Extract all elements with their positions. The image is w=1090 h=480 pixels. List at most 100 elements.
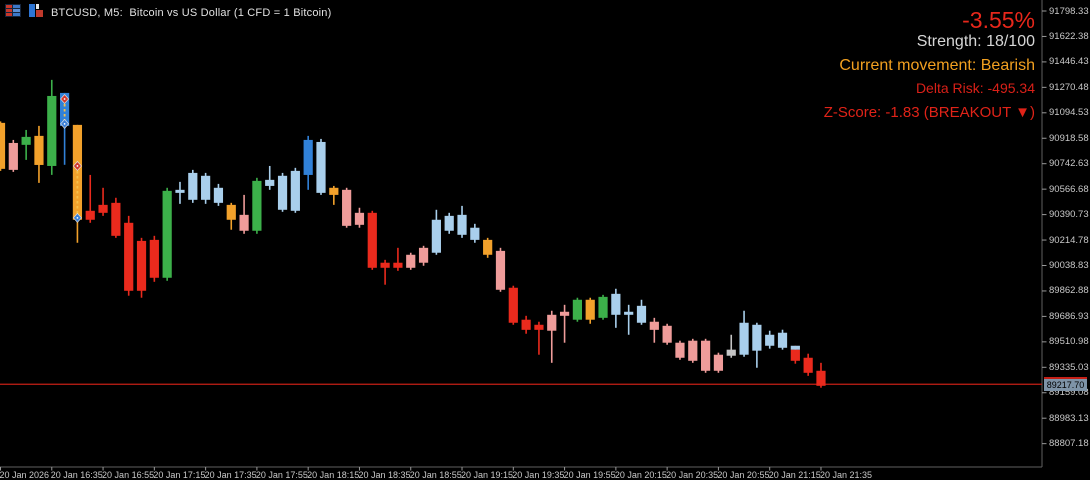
- market-watch-icon[interactable]: [5, 4, 21, 22]
- diamond-marker-dot: [63, 98, 66, 100]
- candle: [342, 189, 352, 226]
- candle: [598, 296, 608, 318]
- candle: [765, 334, 775, 346]
- candle: [34, 135, 44, 165]
- candle: [444, 215, 454, 231]
- time-axis-label: 20 Jan 18:55: [409, 470, 462, 480]
- time-axis-label: 20 Jan 16:55: [102, 470, 155, 480]
- time-axis-label: 20 Jan 17:35: [204, 470, 257, 480]
- candle: [521, 319, 531, 330]
- price-axis-label: 90566.68: [1049, 183, 1089, 195]
- candle: [752, 324, 762, 351]
- price-axis-label: 91798.33: [1049, 5, 1089, 17]
- change-percent-label: -3.55%: [962, 7, 1035, 33]
- time-axis-label: 20 Jan 17:15: [153, 470, 206, 480]
- price-axis-label: 90390.73: [1049, 209, 1089, 221]
- price-axis-label: 88807.18: [1049, 438, 1089, 450]
- candle: [201, 175, 211, 200]
- candle: [726, 349, 736, 356]
- candle: [713, 354, 724, 371]
- candle: [329, 187, 339, 195]
- price-axis-label: 89862.88: [1049, 285, 1089, 297]
- price-axis-label: 89335.03: [1049, 361, 1089, 373]
- candle: [290, 170, 300, 211]
- candle: [111, 202, 121, 236]
- candle: [21, 136, 31, 145]
- candle: [354, 212, 365, 225]
- candle: [534, 324, 544, 330]
- bar-chart-icon[interactable]: [28, 4, 44, 22]
- candle: [624, 311, 634, 315]
- candle: [547, 314, 557, 331]
- candle: [316, 141, 326, 193]
- time-axis-label: 20 Jan 18:35: [358, 470, 411, 480]
- candle: [483, 239, 493, 255]
- time-axis-label: 20 Jan 17:55: [255, 470, 308, 480]
- chart-title: BTCUSD, M5: Bitcoin vs US Dollar (1 CFD …: [51, 7, 332, 19]
- price-axis-label: 89686.93: [1049, 310, 1089, 322]
- time-axis-label: 20 Jan 21:35: [819, 470, 873, 480]
- candle: [239, 214, 249, 231]
- time-axis-label: 20 Jan 19:35: [512, 470, 565, 480]
- candle: [790, 349, 800, 361]
- movement-label: Current movement: Bearish: [839, 57, 1035, 74]
- candle: [662, 325, 672, 343]
- candle: [380, 262, 390, 268]
- candle: [701, 340, 711, 371]
- candle: [0, 122, 6, 169]
- diamond-marker-dot: [63, 122, 66, 125]
- candle: [136, 240, 147, 291]
- candle: [777, 332, 788, 348]
- candle: [226, 204, 236, 220]
- price-axis-label: 91446.43: [1049, 56, 1089, 68]
- candle: [85, 210, 95, 220]
- candle: [277, 175, 288, 210]
- candle: [739, 322, 749, 355]
- candle: [393, 262, 403, 268]
- time-axis-label: 20 Jan 18:15: [307, 470, 360, 480]
- candle: [636, 305, 647, 323]
- candle: [47, 95, 57, 166]
- candle: [572, 299, 582, 320]
- price-axis-label: 90038.83: [1049, 260, 1089, 271]
- candle: [457, 214, 467, 235]
- candle: [162, 190, 172, 278]
- cap-mark: [790, 345, 800, 350]
- price-axis-label: 91622.38: [1049, 30, 1089, 42]
- candle: [470, 227, 480, 240]
- candle: [252, 180, 262, 231]
- candle: [495, 250, 506, 290]
- current-price-badge: 89217.70: [1044, 377, 1087, 392]
- time-axis-label: 20 Jan 19:55: [563, 470, 616, 480]
- candle: [431, 219, 441, 253]
- time-axis-label: 20 Jan 19:15: [461, 470, 514, 480]
- candle: [675, 342, 685, 358]
- candle: [265, 179, 275, 186]
- candle: [124, 222, 134, 291]
- strength-label: Strength: 18/100: [916, 33, 1035, 50]
- chart-titlebar: BTCUSD, M5: Bitcoin vs US Dollar (1 CFD …: [5, 4, 331, 22]
- candle: [8, 142, 18, 170]
- time-axis-label: 20 Jan 20:35: [666, 470, 719, 480]
- time-axis-label: 20 Jan 20:55: [717, 470, 770, 480]
- candle: [175, 189, 185, 193]
- price-axis-label: 91094.53: [1049, 107, 1089, 119]
- candle: [649, 321, 659, 330]
- price-axis-label: 89510.98: [1049, 336, 1089, 348]
- candle: [816, 370, 826, 386]
- price-axis-label: 90742.63: [1049, 158, 1089, 170]
- price-axis-label: 91270.48: [1049, 81, 1089, 93]
- candle: [585, 299, 595, 320]
- candle: [213, 187, 224, 203]
- price-axis-label: 88983.13: [1049, 412, 1089, 424]
- candle: [367, 212, 377, 268]
- time-axis-label: 20 Jan 20:15: [614, 470, 667, 480]
- candle: [559, 311, 570, 316]
- candle: [188, 172, 198, 200]
- delta-risk-label: Delta Risk: -495.34: [915, 80, 1035, 96]
- candle: [803, 357, 813, 373]
- price-axis-label: 90214.78: [1049, 234, 1089, 246]
- candle: [688, 340, 698, 361]
- time-axis-label: 20 Jan 2026: [0, 470, 50, 480]
